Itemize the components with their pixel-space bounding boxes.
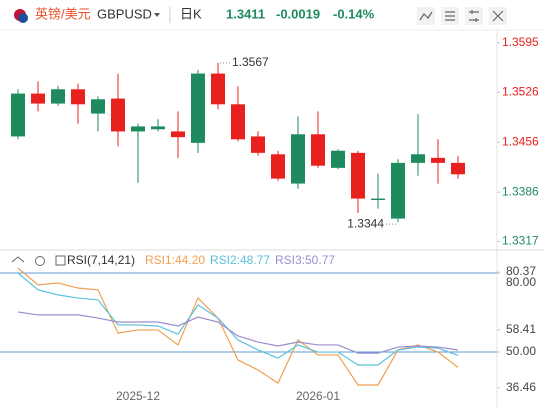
candle-body [411, 154, 425, 163]
x-tick-label: 2026-01 [296, 389, 340, 403]
candle-body [311, 134, 325, 166]
y-tick-label: 1.3526 [502, 84, 539, 98]
tool-icon [469, 10, 479, 22]
candle-body [211, 73, 225, 105]
tool-icon [492, 10, 504, 22]
rsi-line [17, 311, 459, 354]
indicator-icon[interactable] [55, 255, 66, 266]
legend-entry: RSI1:44.20 [145, 253, 205, 267]
y-tick-label: 80.37 [506, 264, 536, 278]
candle-body [331, 150, 345, 168]
y-tick-label: 36.46 [506, 380, 536, 394]
candle-body [151, 126, 165, 130]
candle-body [111, 98, 125, 132]
change-percent: -0.14% [333, 6, 375, 21]
legend-entry: RSI3:50.77 [275, 253, 335, 267]
y-tick-label: 50.00 [506, 344, 536, 358]
last-price: 1.3411 [226, 6, 265, 21]
candle-body [371, 198, 385, 200]
annotation: 1.3344 [347, 216, 384, 230]
symbol[interactable]: GBPUSD [97, 6, 152, 21]
tool-icon [445, 11, 455, 21]
indicator-title: RSI(7,14,21) [67, 253, 135, 267]
y-tick-label: 1.3456 [502, 134, 539, 148]
y-tick-label: 80.00 [506, 275, 536, 289]
collapse-icon[interactable] [11, 256, 25, 263]
candle-body [51, 89, 65, 104]
price-change: -0.0019 [276, 6, 320, 21]
tool-icon [419, 11, 433, 21]
candle-body [351, 152, 365, 199]
candle-body [271, 154, 285, 179]
candle-body [91, 99, 105, 114]
pair-name: 英镑/美元 [35, 6, 91, 21]
y-tick-label: 1.3317 [502, 234, 539, 248]
candle-body [131, 126, 145, 132]
candle-body [191, 73, 205, 143]
candle-body [171, 131, 185, 138]
candle-body [231, 104, 245, 140]
y-tick-label: 1.3595 [502, 35, 539, 49]
tool-button[interactable] [465, 7, 483, 25]
candle-body [31, 93, 45, 104]
candle-body [431, 157, 445, 163]
dropdown-arrow[interactable] [154, 13, 160, 17]
rsi-line [17, 267, 459, 386]
annotation: 1.3567 [232, 55, 269, 69]
y-tick-label: 58.41 [506, 322, 536, 336]
candle-body [251, 136, 265, 153]
candle-body [71, 89, 85, 105]
settings-icon[interactable] [35, 256, 45, 266]
candle-body [291, 134, 305, 184]
candle-body [11, 93, 25, 137]
rsi-line [17, 272, 459, 366]
legend-entry: RSI2:48.77 [210, 253, 270, 267]
x-tick-label: 2025-12 [116, 389, 160, 403]
candle-body [391, 162, 405, 219]
y-tick-label: 1.3386 [502, 184, 539, 198]
flag-icon [18, 13, 28, 23]
period[interactable]: 日K [180, 6, 202, 21]
candle-body [451, 162, 465, 175]
